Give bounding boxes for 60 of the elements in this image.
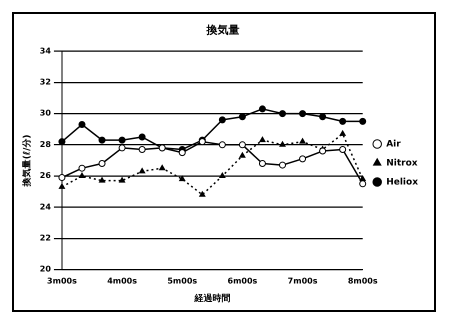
point (118, 136, 126, 144)
legend-label: Nitrox (386, 158, 418, 168)
point (218, 116, 226, 124)
legend-label: Heliox (386, 177, 418, 188)
point (279, 110, 286, 118)
y-tick-label: 34 (40, 46, 52, 56)
point (359, 180, 366, 188)
x-tick-label: 5m00s (167, 276, 198, 286)
point (78, 164, 86, 172)
y-tick-label: 26 (40, 171, 52, 180)
y-tick-label: 24 (40, 202, 52, 212)
point (258, 160, 266, 168)
point (138, 146, 146, 153)
point (258, 105, 266, 112)
point (239, 152, 246, 158)
x-tick-label: 6m00s (228, 276, 258, 286)
point (339, 118, 346, 125)
point (118, 177, 126, 183)
y-tick-label: 20 (40, 264, 52, 274)
point (138, 134, 146, 140)
point (218, 141, 226, 148)
x-tick-label: 8m00s (348, 276, 378, 286)
point (58, 183, 66, 189)
point (279, 162, 286, 169)
y-axis-title: 換気量(ℓ/分) (22, 134, 33, 188)
point (279, 141, 286, 147)
point (238, 113, 246, 120)
point (339, 146, 346, 153)
y-tick-label: 30 (40, 108, 52, 118)
point (219, 172, 226, 178)
point (118, 144, 126, 152)
point (159, 164, 166, 170)
point (98, 136, 106, 144)
point (98, 177, 106, 183)
point (179, 176, 186, 182)
point (299, 155, 306, 162)
point (238, 141, 246, 148)
point (359, 118, 366, 125)
y-tick-label: 22 (40, 233, 51, 242)
x-tick-label: 7m00s (288, 276, 318, 286)
point (299, 110, 306, 118)
legend-label: Air (386, 139, 402, 150)
point (319, 113, 326, 120)
y-tick-label: 32 (40, 77, 51, 86)
chart-title: 換気量 (206, 23, 240, 36)
point (299, 138, 306, 144)
point (340, 130, 346, 136)
point (78, 121, 86, 128)
point (98, 160, 106, 168)
point (58, 174, 66, 182)
point (78, 172, 86, 178)
point (139, 168, 146, 174)
y-tick-label: 28 (40, 140, 52, 149)
x-tick-label: 4m00s (107, 276, 138, 286)
point (178, 149, 186, 156)
point (319, 148, 326, 155)
point (259, 136, 266, 142)
point (199, 191, 206, 197)
x-axis-title: 経過時間 (193, 292, 230, 304)
x-tick-label: 3m00s (47, 276, 78, 286)
